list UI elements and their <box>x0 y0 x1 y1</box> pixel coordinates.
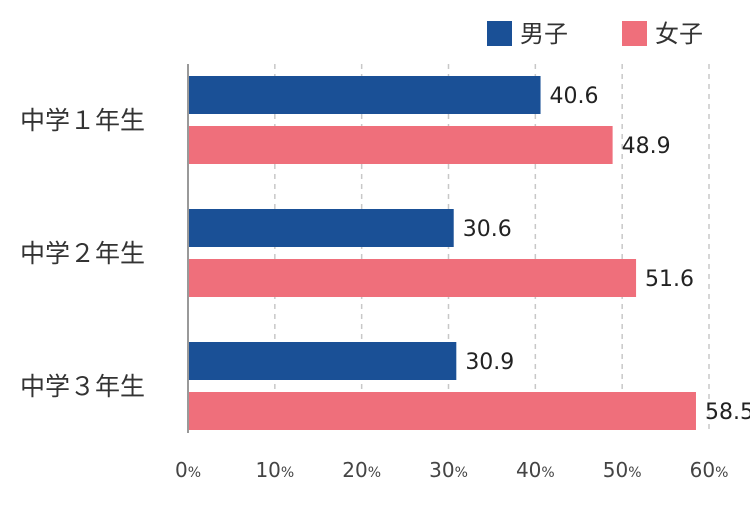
x-tick-label: 30% <box>429 458 468 482</box>
bar-2-boys <box>188 209 454 247</box>
category-label: 中学２年生 <box>20 239 145 268</box>
legend-label-boys: 男子 <box>520 20 568 48</box>
value-label: 40.6 <box>550 84 599 109</box>
x-tick-label: 0% <box>175 458 201 482</box>
legend-swatch-boys <box>487 21 512 46</box>
x-tick-label: 40% <box>516 458 555 482</box>
bar-2-girls <box>188 259 637 297</box>
x-tick-label: 20% <box>342 458 381 482</box>
bar-1-girls <box>188 126 613 164</box>
bar-1-boys <box>188 76 541 114</box>
value-label: 51.6 <box>645 267 694 292</box>
category-label: 中学１年生 <box>20 106 145 135</box>
x-tick-label: 50% <box>603 458 642 482</box>
value-labels: 40.6 48.9 30.6 51.6 30.9 58.5 <box>463 84 750 425</box>
x-tick-labels: 0% 10% 20% 30% 40% 50% 60% <box>175 458 728 482</box>
category-label: 中学３年生 <box>20 372 145 401</box>
legend: 男子 女子 <box>487 20 703 48</box>
x-tick-label: 10% <box>255 458 294 482</box>
x-tick-label: 60% <box>690 458 729 482</box>
bar-3-girls <box>188 392 696 430</box>
bars <box>188 76 696 430</box>
value-label: 58.5 <box>705 400 750 425</box>
value-label: 30.9 <box>465 350 514 375</box>
value-label: 48.9 <box>622 134 671 159</box>
value-label: 30.6 <box>463 217 512 242</box>
gridlines <box>274 64 710 433</box>
bar-3-boys <box>188 342 457 380</box>
legend-label-girls: 女子 <box>655 20 703 48</box>
legend-swatch-girls <box>622 21 647 46</box>
